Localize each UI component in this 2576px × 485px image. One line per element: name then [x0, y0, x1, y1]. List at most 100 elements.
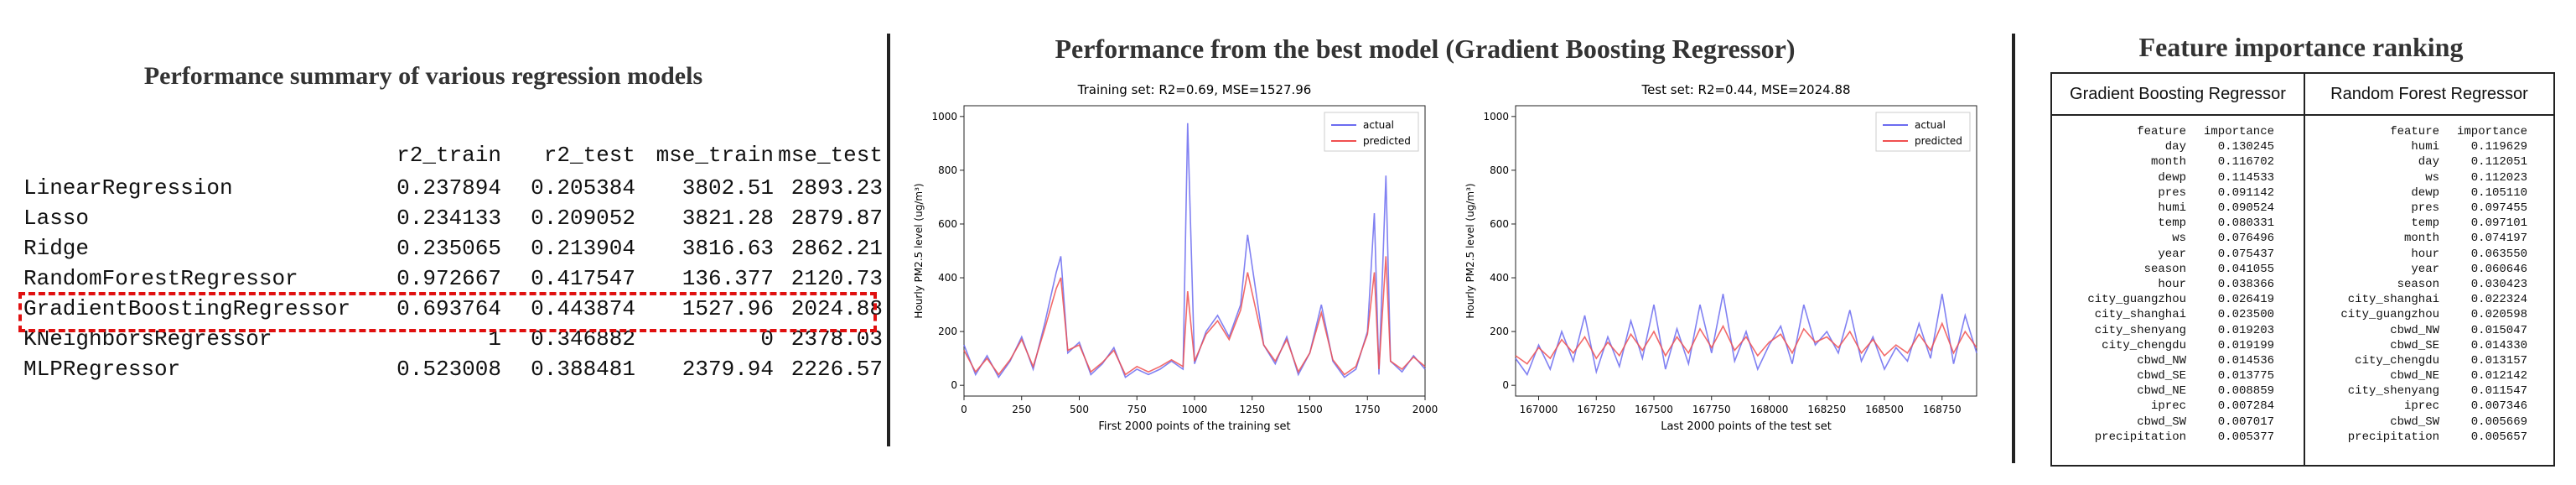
- importance-header: importance: [2203, 125, 2274, 139]
- importance-value: 0.015047: [2470, 323, 2527, 337]
- metric-value: 0.693764: [397, 296, 501, 321]
- importance-value: 0.090524: [2217, 201, 2274, 216]
- plot-frame: [1515, 105, 1977, 397]
- metric-value: 2226.57: [790, 357, 883, 382]
- feature-name: city_shanghai: [2094, 308, 2186, 322]
- feature-name: dewp: [2411, 185, 2439, 200]
- importance-value: 0.075437: [2217, 247, 2274, 261]
- column-header: r2_test: [543, 143, 635, 168]
- feature-name: cbwd_SW: [2137, 415, 2186, 429]
- importance-row: city_guangzhou 0.020598: [2305, 307, 2527, 322]
- importance-row: cbwd_SW 0.005669: [2305, 415, 2527, 430]
- feature-name: cbwd_SE: [2137, 369, 2186, 383]
- summary-corner: [23, 143, 376, 173]
- feature-name: month: [2150, 155, 2186, 169]
- importance-value: 0.080331: [2217, 216, 2274, 231]
- importance-row: ws 0.112023: [2305, 170, 2527, 185]
- feature-name: iprec: [2150, 399, 2186, 414]
- importance-row: cbwd_NW 0.014536: [2052, 353, 2274, 368]
- series-line-predicted: [1515, 321, 1977, 365]
- x-tick-label: 1500: [1297, 404, 1323, 415]
- rf-importance-column: Random Forest Regressor feature importanc…: [2305, 74, 2553, 465]
- series-line-predicted: [963, 256, 1426, 376]
- metric-value: 0.417547: [531, 266, 635, 291]
- importance-row: iprec 0.007284: [2052, 399, 2274, 414]
- importance-value: 0.012142: [2470, 369, 2527, 383]
- importance-row: city_shenyang 0.019203: [2052, 322, 2274, 337]
- summary-row: MLPRegressor 0.523008 0.388481 2379.94 2226.…: [23, 354, 883, 384]
- y-axis-label: Hourly PM2.5 level (ug/m³): [1464, 183, 1476, 318]
- x-tick-label: 167750: [1692, 404, 1731, 415]
- column-header: mse_train: [656, 143, 774, 168]
- x-tick-label: 168000: [1750, 404, 1789, 415]
- summary-table: r2_train r2_test mse_train mse_test Line…: [23, 143, 883, 384]
- importance-value: 0.005377: [2217, 430, 2274, 444]
- summary-row: Lasso 0.234133 0.209052 3821.28 2879.87: [23, 203, 883, 233]
- x-tick-label: 168750: [1923, 404, 1962, 415]
- importance-value: 0.119629: [2470, 140, 2527, 154]
- importance-value: 0.112023: [2470, 170, 2527, 185]
- feature-name: precipitation: [2347, 430, 2439, 444]
- metric-value: 0.972667: [397, 266, 501, 291]
- x-tick-label: 0: [961, 404, 967, 415]
- y-tick-label: 1000: [1483, 111, 1509, 123]
- importance-row: hour 0.063550: [2305, 247, 2527, 262]
- section-divider: [2012, 34, 2015, 463]
- test-set-chart: Test set: R2=0.44, MSE=2024.88 0 200 400 600…: [1464, 82, 1977, 433]
- feature-name: precipitation: [2094, 430, 2186, 444]
- rf-column-header: Random Forest Regressor: [2305, 74, 2553, 116]
- importance-value: 0.038366: [2217, 277, 2274, 291]
- feature-name: humi: [2411, 140, 2439, 154]
- importance-value: 0.014330: [2470, 338, 2527, 352]
- section-divider: [887, 34, 890, 446]
- metric-value: 2379.94: [682, 357, 774, 382]
- importance-value: 0.022324: [2470, 293, 2527, 307]
- feature-name: day: [2418, 155, 2439, 169]
- metric-value: 0.213904: [531, 236, 635, 261]
- y-tick-label: 400: [1490, 272, 1509, 284]
- y-tick-label: 200: [938, 326, 957, 337]
- x-tick-label: 168250: [1807, 404, 1846, 415]
- column-separator: [2304, 74, 2305, 465]
- feature-name: cbwd_NE: [2137, 384, 2186, 399]
- feature-name: season: [2143, 262, 2186, 276]
- importance-value: 0.023500: [2217, 308, 2274, 322]
- importance-value: 0.011547: [2470, 384, 2527, 399]
- feature-name: ws: [2425, 170, 2439, 185]
- importance-row: precipitation 0.005377: [2052, 430, 2274, 445]
- importance-row: humi 0.119629: [2305, 139, 2527, 154]
- feature-name: cbwd_NE: [2390, 369, 2439, 383]
- importance-value: 0.007017: [2217, 415, 2274, 429]
- feature-name: hour: [2411, 247, 2439, 261]
- feature-name: hour: [2158, 277, 2186, 291]
- series-line-actual: [1515, 294, 1977, 377]
- metric-value: 0.443874: [531, 296, 635, 321]
- y-tick-label: 600: [938, 218, 957, 230]
- importance-row: pres 0.091142: [2052, 185, 2274, 201]
- importance-row: city_guangzhou 0.026419: [2052, 292, 2274, 307]
- x-tick-label: 1000: [1182, 404, 1208, 415]
- model-name: Lasso: [23, 206, 90, 231]
- summary-title: Performance summary of various regressio…: [143, 62, 703, 90]
- importance-value: 0.060646: [2470, 262, 2527, 276]
- x-axis-label: First 2000 points of the training set: [1098, 420, 1290, 433]
- x-tick-label: 167000: [1520, 404, 1558, 415]
- y-tick-label: 0: [1502, 379, 1509, 391]
- importance-value: 0.008859: [2217, 384, 2274, 399]
- importance-value: 0.097455: [2470, 201, 2527, 216]
- feature-name: cbwd_NW: [2137, 353, 2186, 368]
- importance-value: 0.013157: [2470, 353, 2527, 368]
- legend-label: actual: [1915, 119, 1946, 131]
- y-tick-label: 800: [938, 164, 957, 176]
- importance-value: 0.112051: [2470, 155, 2527, 169]
- feature-name: temp: [2411, 216, 2439, 231]
- feature-name: city_chengdu: [2355, 353, 2439, 368]
- importance-value: 0.014536: [2217, 353, 2274, 368]
- feature-name: pres: [2411, 201, 2439, 216]
- legend-label: actual: [1363, 119, 1394, 131]
- summary-row: GradientBoostingRegressor 0.693764 0.44387…: [23, 294, 883, 324]
- feature-name: year: [2158, 247, 2186, 261]
- feature-name: city_chengdu: [2102, 338, 2186, 352]
- importance-row: day 0.130245: [2052, 139, 2274, 154]
- feature-name: season: [2397, 277, 2439, 291]
